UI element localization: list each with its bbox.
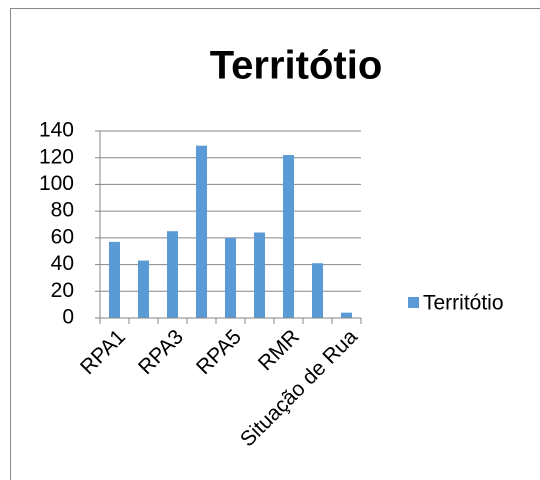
legend-label: Territótio	[423, 292, 504, 315]
y-tick-label: 120	[39, 145, 74, 168]
bar	[195, 145, 208, 318]
y-tick-label: 40	[51, 252, 74, 275]
chart-border	[10, 8, 540, 480]
y-tick-label: 100	[39, 172, 74, 195]
legend-swatch	[408, 297, 419, 308]
y-tick-label: 80	[51, 199, 74, 222]
y-tick-label: 60	[51, 225, 74, 248]
bar	[253, 232, 266, 318]
bar	[108, 241, 121, 318]
bar	[340, 312, 353, 318]
chart-title: Territótio	[210, 44, 383, 88]
bar	[224, 237, 237, 318]
bar	[166, 231, 179, 318]
y-tick-label: 0	[62, 306, 74, 329]
bar	[282, 155, 295, 318]
bar	[137, 260, 150, 318]
bar	[311, 263, 324, 318]
y-tick-label: 140	[39, 119, 74, 142]
y-tick-label: 20	[51, 279, 74, 302]
